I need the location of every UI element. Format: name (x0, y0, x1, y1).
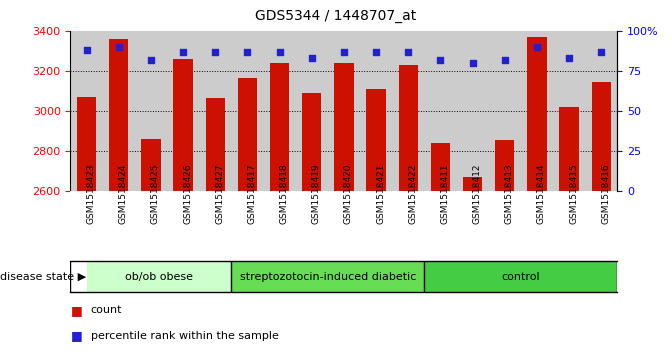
Bar (431, 143, 450, 191)
Point (113, 44, 124, 50)
Text: ■: ■ (70, 304, 83, 317)
Text: GSM1518416: GSM1518416 (601, 164, 610, 224)
Text: GSM1518422: GSM1518422 (408, 164, 417, 224)
Text: GSM1518423: GSM1518423 (87, 164, 95, 224)
Point (339, 49, 350, 54)
Text: GSM1518424: GSM1518424 (119, 164, 127, 224)
Text: GSM1518418: GSM1518418 (280, 164, 289, 224)
Point (274, 49, 285, 54)
Text: ob/ob obese: ob/ob obese (125, 272, 193, 282)
Bar (334, 63, 354, 191)
Point (564, 55, 574, 61)
Bar (231, 261, 424, 292)
Text: GSM1518413: GSM1518413 (505, 164, 514, 224)
Text: GSM1518420: GSM1518420 (344, 164, 353, 224)
Bar (495, 140, 515, 191)
Text: control: control (501, 272, 540, 282)
Point (435, 57, 446, 62)
Text: GSM1518412: GSM1518412 (472, 164, 482, 224)
Bar (560, 107, 578, 191)
Bar (141, 139, 160, 191)
Bar (270, 63, 289, 191)
Point (307, 55, 317, 61)
Text: streptozotocin-induced diabetic: streptozotocin-induced diabetic (240, 272, 416, 282)
Bar (109, 39, 128, 191)
Text: GSM1518426: GSM1518426 (183, 164, 192, 224)
Point (403, 49, 413, 54)
Point (81, 47, 92, 53)
Bar (302, 93, 321, 191)
Bar (366, 89, 386, 191)
Bar (463, 177, 482, 191)
Text: GDS5344 / 1448707_at: GDS5344 / 1448707_at (255, 9, 416, 23)
Text: ■: ■ (70, 329, 83, 342)
Bar (592, 82, 611, 191)
Text: GSM1518427: GSM1518427 (215, 164, 224, 224)
Bar (87, 261, 231, 292)
Text: percentile rank within the sample: percentile rank within the sample (91, 331, 278, 341)
Bar (527, 37, 547, 191)
Point (242, 49, 253, 54)
Bar (238, 78, 257, 191)
Text: GSM1518421: GSM1518421 (376, 164, 385, 224)
Point (146, 57, 156, 62)
Bar (424, 261, 617, 292)
Text: GSM1518419: GSM1518419 (312, 164, 321, 224)
Text: GSM1518417: GSM1518417 (248, 164, 256, 224)
Text: GSM1518414: GSM1518414 (537, 164, 546, 224)
Text: GSM1518411: GSM1518411 (440, 164, 450, 224)
Text: GSM1518415: GSM1518415 (569, 164, 578, 224)
Bar (399, 65, 418, 191)
Bar (205, 98, 225, 191)
Point (596, 49, 607, 54)
Point (210, 49, 221, 54)
Point (531, 44, 542, 50)
Point (178, 49, 189, 54)
Bar (77, 97, 96, 191)
Point (499, 57, 510, 62)
Point (467, 60, 478, 66)
Point (370, 49, 381, 54)
Text: GSM1518425: GSM1518425 (151, 164, 160, 224)
Text: disease state ▶: disease state ▶ (0, 272, 86, 282)
Bar (173, 59, 193, 191)
Text: count: count (91, 305, 122, 315)
